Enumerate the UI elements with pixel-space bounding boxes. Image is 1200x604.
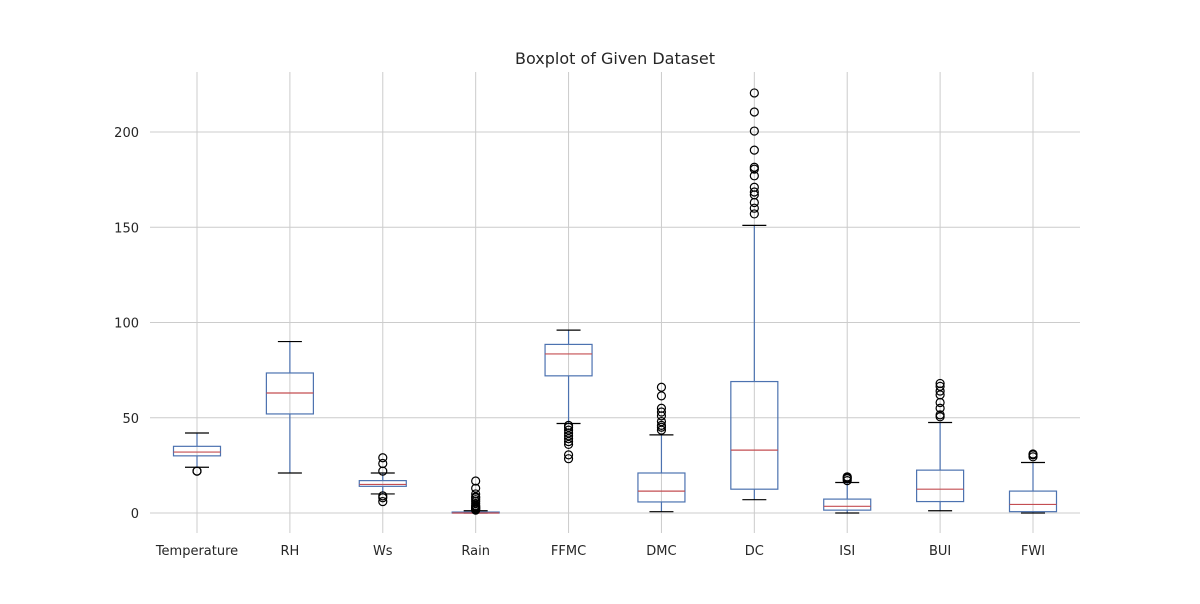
box-group xyxy=(916,378,965,512)
outlier-point xyxy=(378,458,388,469)
outlier-point xyxy=(749,209,759,219)
outlier-point xyxy=(935,378,945,389)
box-iqr xyxy=(730,380,779,490)
outlier-point xyxy=(749,162,759,172)
outlier-point xyxy=(378,496,388,507)
x-tick-label: DMC xyxy=(646,544,676,559)
box-group xyxy=(544,329,593,464)
x-tick-label: DC xyxy=(745,544,764,559)
outlier-point xyxy=(378,453,388,463)
box-iqr xyxy=(544,343,593,377)
y-tick-labels: 0 50 100 150 200 xyxy=(114,126,139,522)
outlier-point xyxy=(563,425,574,435)
box-group xyxy=(1008,449,1058,514)
y-tick-label: 50 xyxy=(122,412,139,427)
box-group xyxy=(358,453,407,507)
outlier-point xyxy=(749,145,759,155)
box-iqr xyxy=(358,480,407,487)
outlier-point xyxy=(935,403,945,413)
outlier-point xyxy=(749,187,759,197)
outlier-point xyxy=(471,483,481,493)
outlier-point xyxy=(749,126,759,136)
outlier-point xyxy=(563,450,574,460)
outlier-point xyxy=(563,454,574,464)
outlier-point xyxy=(935,410,945,420)
x-tick-label: FWI xyxy=(1021,544,1045,559)
box-group xyxy=(451,476,500,515)
x-tick-labels: Temperature RH Ws Rain FFMC DMC DC ISI BUI FWI xyxy=(155,544,1045,559)
box-group xyxy=(172,432,222,476)
outlier-point xyxy=(378,491,388,501)
y-tick-label: 100 xyxy=(114,317,139,332)
outlier-point xyxy=(656,420,667,430)
outlier-point xyxy=(842,472,852,482)
box-group xyxy=(265,340,314,474)
box-iqr xyxy=(916,469,965,503)
box-layer xyxy=(172,88,1058,515)
outlier-point xyxy=(656,407,667,417)
box-iqr xyxy=(172,445,222,457)
outlier-point xyxy=(656,403,667,413)
y-tick-label: 0 xyxy=(131,507,139,522)
outlier-point xyxy=(471,489,481,499)
outlier-point xyxy=(563,420,574,430)
x-tick-label: FFMC xyxy=(551,544,586,559)
outlier-point xyxy=(935,381,945,391)
outlier-point xyxy=(192,466,202,476)
y-tick-label: 200 xyxy=(114,126,139,141)
box-iqr xyxy=(637,472,686,503)
box-group xyxy=(637,382,686,513)
outlier-point xyxy=(1028,449,1038,459)
outlier-point xyxy=(749,107,759,117)
outlier-point xyxy=(749,88,759,98)
outlier-point xyxy=(471,476,481,486)
box-group xyxy=(823,472,872,514)
chart-title: Boxplot of Given Dataset xyxy=(515,49,715,68)
x-tick-label: Ws xyxy=(373,544,393,559)
x-tick-label: BUI xyxy=(929,544,951,559)
x-tick-label: Temperature xyxy=(155,544,238,559)
outlier-point xyxy=(749,182,759,192)
box-group xyxy=(730,88,779,501)
box-iqr xyxy=(823,498,872,511)
outlier-point xyxy=(749,203,759,213)
y-tick-label: 150 xyxy=(114,221,139,236)
x-tick-label: RH xyxy=(280,544,299,559)
outlier-point xyxy=(656,416,667,427)
box-iqr xyxy=(1008,490,1058,513)
outlier-point xyxy=(656,382,667,392)
x-tick-label: Rain xyxy=(461,544,490,559)
x-tick-label: ISI xyxy=(839,544,855,559)
